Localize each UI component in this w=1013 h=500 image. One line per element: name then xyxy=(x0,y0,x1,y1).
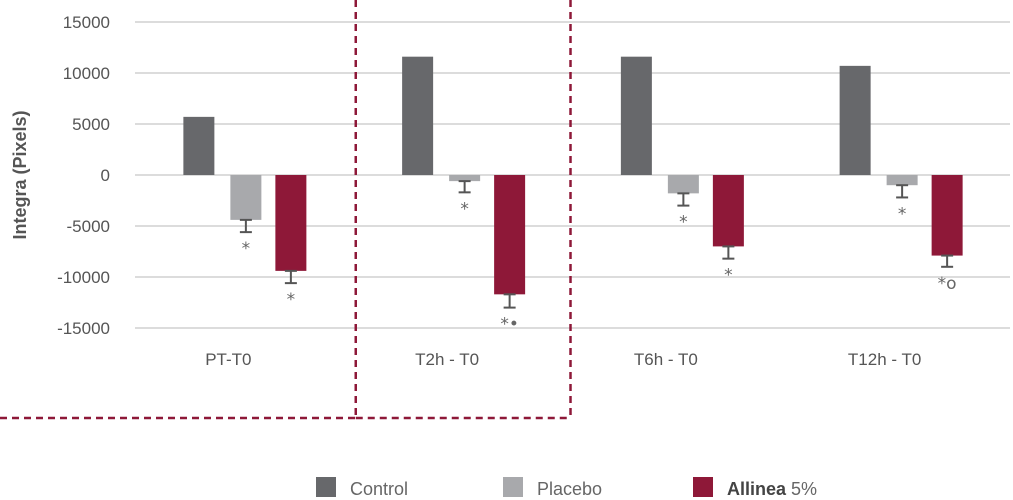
legend: Control Placebo Allinea 5% xyxy=(316,477,817,499)
significance-marker: * xyxy=(242,239,251,259)
y-tick-label: 15000 xyxy=(63,13,110,32)
bar-allinea xyxy=(275,175,307,271)
highlight-box xyxy=(0,0,572,420)
significance-marker: *o xyxy=(938,274,957,294)
legend-series-name: Control xyxy=(350,479,408,499)
y-axis-title: Integra (Pixels) xyxy=(10,110,30,239)
significance-marker: * xyxy=(724,266,733,286)
y-tick-label: -10000 xyxy=(57,268,110,287)
bar-allinea xyxy=(712,175,744,247)
significance-marker: *• xyxy=(500,315,519,335)
legend-swatch-placebo xyxy=(503,477,523,497)
bar-allinea xyxy=(494,175,526,295)
bar-placebo xyxy=(667,175,699,194)
y-tick-label: 10000 xyxy=(63,64,110,83)
bar-control xyxy=(402,56,434,175)
legend-series-suffix: 5% xyxy=(786,479,817,499)
legend-swatch-control xyxy=(316,477,336,497)
y-tick-label: -5000 xyxy=(67,217,110,236)
bar-control xyxy=(620,56,652,175)
bar-placebo xyxy=(886,175,918,186)
legend-series-name: Placebo xyxy=(537,479,602,499)
bar-placebo xyxy=(449,175,481,182)
legend-label-allinea: Allinea 5% xyxy=(727,479,817,499)
bars xyxy=(183,56,963,295)
significance-marker: * xyxy=(460,199,469,219)
y-tick-label: -15000 xyxy=(57,319,110,338)
y-tick-label: 0 xyxy=(101,166,110,185)
y-axis-ticks: 15000 10000 5000 0 -5000 -10000 -15000 xyxy=(57,13,110,338)
significance-marker: * xyxy=(287,290,296,310)
legend-series-name: Allinea xyxy=(727,479,787,499)
x-axis-ticks: PT-T0 T2h - T0 T6h - T0 T12h - T0 xyxy=(205,350,921,369)
error-bars xyxy=(239,180,954,309)
x-tick-label: T2h - T0 xyxy=(415,350,479,369)
gridlines xyxy=(135,21,1010,329)
significance-marker: * xyxy=(898,204,907,224)
legend-label-control: Control xyxy=(350,479,408,499)
legend-swatch-allinea xyxy=(693,477,713,497)
bar-control xyxy=(839,65,871,175)
x-tick-label: PT-T0 xyxy=(205,350,251,369)
x-tick-label: T6h - T0 xyxy=(634,350,698,369)
bar-allinea xyxy=(931,175,963,256)
legend-label-placebo: Placebo xyxy=(537,479,602,499)
significance-markers: * * * *• * * * *o xyxy=(242,199,957,334)
x-tick-label: T12h - T0 xyxy=(848,350,921,369)
y-tick-label: 5000 xyxy=(72,115,110,134)
bar-placebo xyxy=(230,175,262,220)
bar-control xyxy=(183,116,215,175)
significance-marker: * xyxy=(679,213,688,233)
